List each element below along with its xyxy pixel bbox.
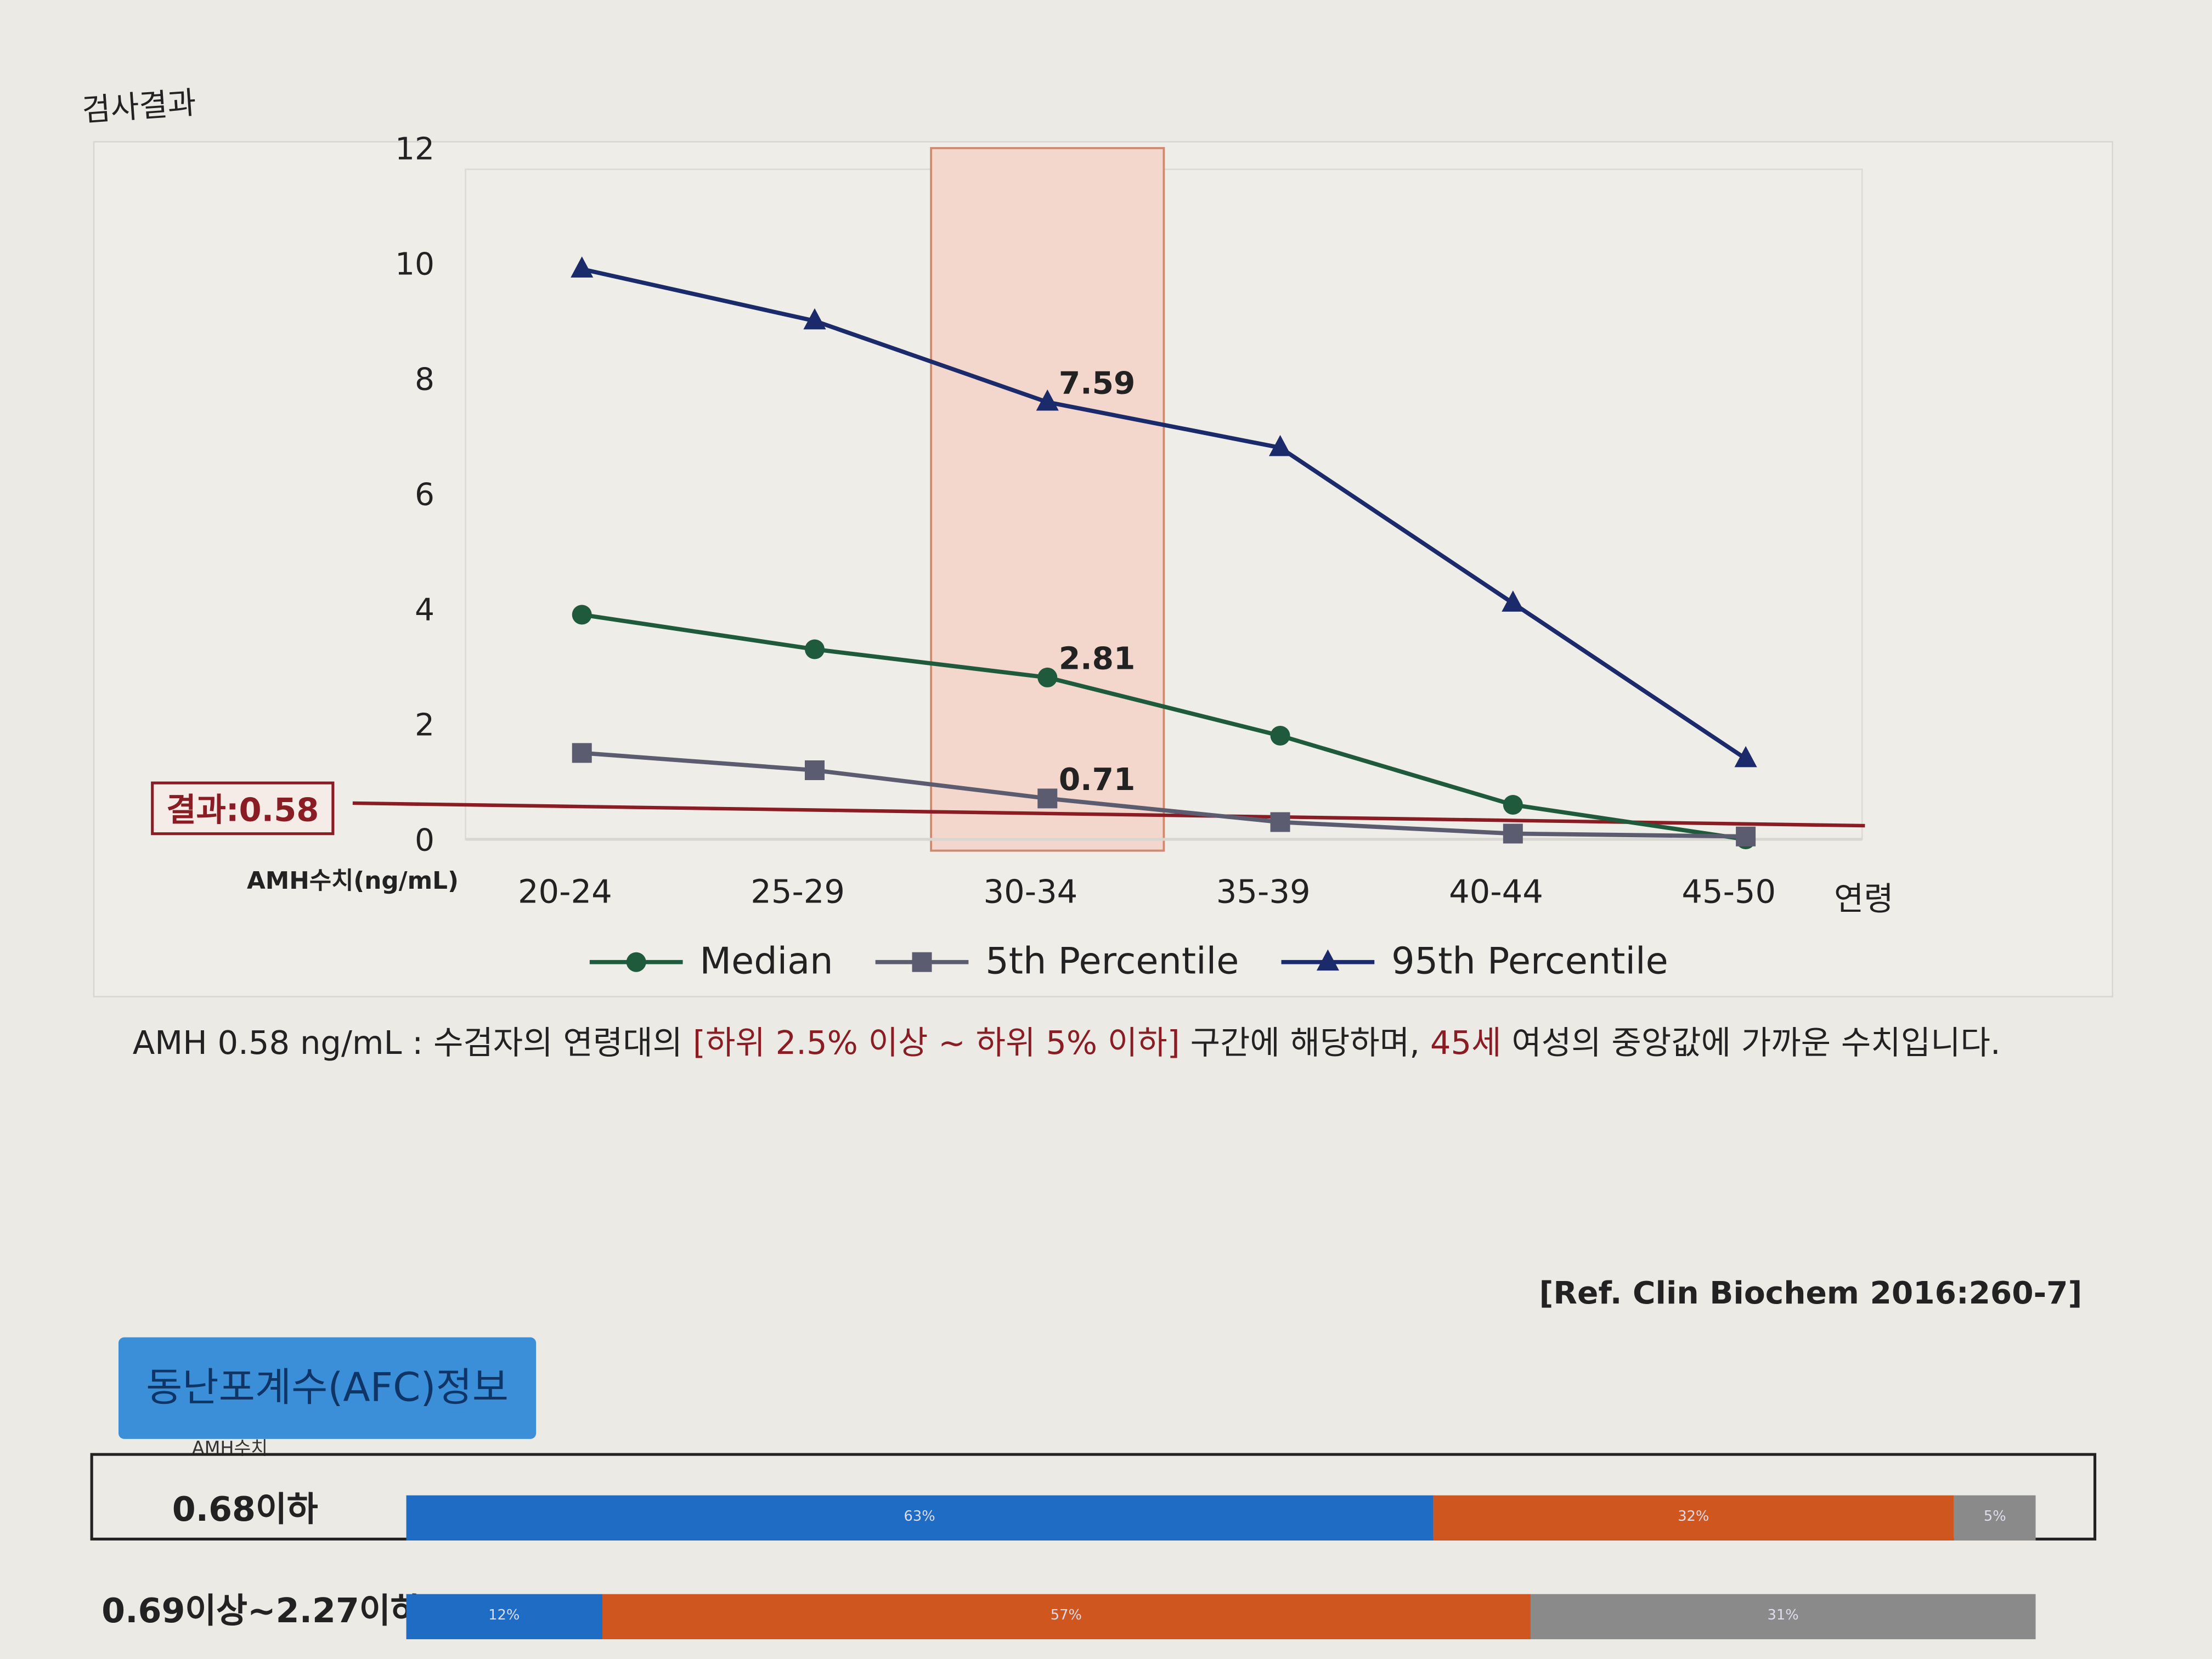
y-tick-label: 2 <box>415 707 435 743</box>
marker-circle <box>1503 794 1523 815</box>
amh-line-chart: 0 2 4 6 8 10 12 20-24 25-29 30-34 35-39 40-44 45-50 연… <box>151 131 1894 982</box>
marker-square <box>804 760 825 780</box>
afc-bar: 63% 32% 5% <box>406 1495 2036 1541</box>
y-tick-label: 12 <box>395 131 435 167</box>
x-tick-label: 40-44 <box>1449 873 1543 911</box>
marker-square <box>1270 812 1290 832</box>
desc-range: [하위 2.5% 이상 ~ 하위 5% 이하] <box>692 1025 1180 1063</box>
amh-column-label: AMH수치 <box>191 1438 268 1460</box>
marker-square <box>1736 826 1756 847</box>
x-axis-unit: 연령 <box>1834 880 1894 918</box>
y-tick-label: 0 <box>415 822 435 859</box>
marker-circle <box>804 639 825 659</box>
marker-triangle <box>1502 590 1525 612</box>
marker-square <box>1037 788 1058 809</box>
marker-circle <box>1037 667 1058 687</box>
series-line <box>582 612 1746 842</box>
x-tick-label: 20-24 <box>518 873 612 911</box>
afc-bar-segment: 57% <box>601 1594 1531 1639</box>
marker-square <box>1503 823 1523 844</box>
marker-triangle <box>1734 746 1757 768</box>
y-tick-label: 10 <box>395 246 435 283</box>
legend-label: 5th Percentile <box>985 939 1239 982</box>
result-line <box>352 801 1865 828</box>
x-tick-label: 45-50 <box>1681 873 1776 911</box>
legend-label: 95th Percentile <box>1391 939 1668 982</box>
y-tick-label: 8 <box>415 362 435 398</box>
result-description: AMH 0.58 ng/mL : 수검자의 연령대의 [하위 2.5% 이상 ~… <box>133 1019 2136 1070</box>
result-label: 결과:0.58 <box>166 791 319 829</box>
y-axis-label: AMH수치(ng/mL) <box>247 867 459 895</box>
afc-bar-segment: 32% <box>1432 1495 1954 1541</box>
data-label: 0.71 <box>1059 761 1136 798</box>
x-tick-label: 25-29 <box>751 873 845 911</box>
reference: [Ref. Clin Biochem 2016:260-7] <box>1539 1277 2083 1312</box>
marker-triangle <box>571 256 594 278</box>
marker-triangle <box>1268 435 1292 456</box>
marker-circle <box>1270 725 1290 746</box>
marker-square <box>912 952 932 972</box>
afc-row-label: 0.69이상~2.27이하 <box>101 1591 422 1631</box>
marker-circle <box>572 605 592 625</box>
afc-row-label: 0.68이하 <box>172 1489 318 1530</box>
data-label: 2.81 <box>1059 641 1136 677</box>
desc-part: 여성의 중앙값에 가까운 수치입니다. <box>1501 1025 2001 1063</box>
series-line <box>582 751 1746 839</box>
marker-circle <box>626 952 646 972</box>
marker-triangle <box>1316 949 1339 971</box>
afc-bar-segment: 5% <box>1954 1495 2036 1541</box>
afc-bar-segment: 12% <box>406 1594 602 1639</box>
highlight-band <box>930 147 1165 852</box>
x-tick-label: 30-34 <box>984 873 1078 911</box>
desc-part: 구간에 해당하며, <box>1180 1025 1430 1063</box>
afc-section-title: 동난포계수(AFC)정보 <box>118 1337 537 1439</box>
afc-bar-segment: 31% <box>1530 1594 2036 1639</box>
x-tick-label: 35-39 <box>1216 873 1311 911</box>
y-tick-label: 6 <box>415 477 435 513</box>
desc-age: 45세 <box>1430 1025 1502 1063</box>
legend-label: Median <box>699 939 833 982</box>
y-tick-label: 4 <box>415 592 435 628</box>
afc-bar-segment: 63% <box>406 1495 1433 1541</box>
desc-part: AMH 0.58 ng/mL : 수검자의 연령대의 <box>132 1025 693 1063</box>
marker-square <box>572 743 592 763</box>
afc-bar: 12% 57% 31% <box>406 1594 2036 1639</box>
marker-triangle <box>803 308 826 330</box>
series-line <box>581 267 1747 761</box>
result-label-box <box>151 781 335 836</box>
data-label: 7.59 <box>1059 365 1136 402</box>
marker-triangle <box>1036 389 1059 411</box>
